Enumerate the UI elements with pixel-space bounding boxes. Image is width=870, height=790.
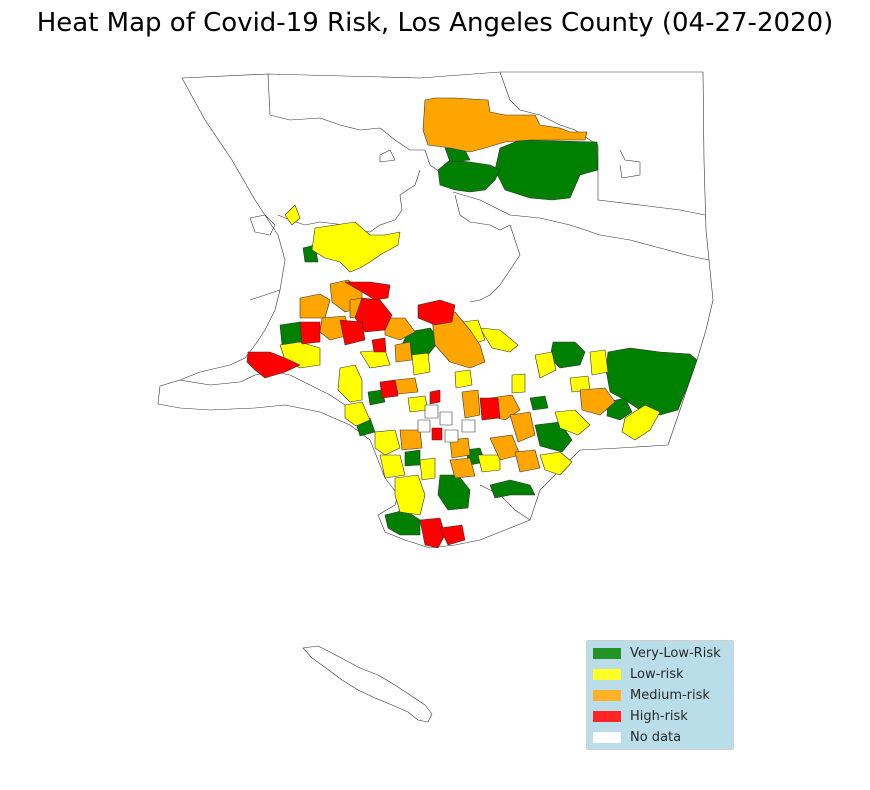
legend-swatch-low [593, 668, 621, 680]
region-low [337, 364, 363, 403]
region-very-low [494, 139, 599, 201]
region-high [246, 351, 301, 379]
boundary-line [452, 191, 710, 261]
region-low [554, 409, 591, 436]
boundary-line [597, 145, 706, 216]
legend-item-no-data: No data [593, 729, 681, 745]
region-medium [461, 389, 481, 419]
boundary-line [479, 484, 531, 521]
boundary-line [249, 289, 281, 301]
legend-swatch-medium [593, 689, 621, 701]
region-no-data [444, 429, 459, 443]
region-medium [509, 411, 536, 443]
boundary-line [379, 149, 396, 163]
region-low [621, 404, 661, 441]
region-very-low [605, 347, 698, 416]
region-medium [394, 341, 413, 363]
region-low [454, 369, 473, 389]
region-no-data [417, 419, 431, 433]
region-high [439, 524, 466, 546]
legend-item-high: High-risk [593, 708, 688, 724]
boundary-line [179, 371, 356, 416]
region-high [379, 379, 399, 399]
region-high [479, 397, 501, 421]
region-low [411, 352, 431, 376]
region-low [479, 327, 519, 353]
legend-item-very-low: Very-Low-Risk [593, 645, 721, 661]
region-low [379, 454, 406, 479]
region-low [284, 204, 301, 226]
region-very-low [367, 389, 386, 406]
boundary-line [499, 71, 599, 146]
region-very-low [489, 479, 536, 499]
region-no-data [424, 404, 439, 419]
boundary-line [454, 194, 521, 303]
legend-swatch-high [593, 710, 621, 722]
region-medium [449, 437, 471, 459]
region-high [344, 281, 391, 301]
map-title: Heat Map of Covid-19 Risk, Los Angeles C… [36, 8, 834, 38]
legend-label-high: High-risk [630, 708, 688, 724]
boundary-line [619, 149, 641, 179]
region-high [371, 337, 387, 353]
legend: Very-Low-Risk Low-risk Medium-risk High-… [586, 640, 734, 750]
region-high [431, 427, 443, 441]
legend-swatch-no-data [593, 731, 621, 743]
region-low [311, 221, 401, 273]
region-medium [579, 387, 616, 416]
region-low [589, 349, 609, 376]
legend-label-low: Low-risk [630, 666, 684, 682]
region-low [374, 429, 401, 456]
region-no-data [461, 419, 476, 433]
region-medium [422, 97, 588, 153]
legend-label-medium: Medium-risk [630, 687, 710, 703]
boundary-line [249, 214, 276, 236]
region-low [534, 351, 557, 379]
region-low [511, 373, 526, 394]
region-very-low [279, 321, 303, 346]
region-high [299, 321, 321, 345]
region-low [394, 474, 426, 516]
region-medium [394, 377, 419, 395]
catalina-island [302, 645, 433, 723]
region-very-low [437, 159, 501, 193]
region-medium [514, 449, 541, 473]
region-medium [449, 457, 476, 479]
region-medium [384, 317, 416, 341]
legend-label-very-low: Very-Low-Risk [630, 645, 721, 661]
region-very-low [534, 421, 573, 453]
region-high [417, 299, 456, 326]
region-medium [299, 293, 331, 319]
boundary-line [267, 73, 441, 173]
legend-label-no-data: No data [630, 729, 682, 745]
legend-item-medium: Medium-risk [593, 687, 710, 703]
region-medium [431, 311, 486, 369]
region-low [419, 457, 436, 481]
region-very-low [404, 449, 421, 467]
region-medium [399, 429, 423, 451]
region-no-data [439, 411, 453, 426]
region-high [354, 297, 393, 333]
region-high [429, 389, 441, 405]
region-high [419, 517, 446, 549]
legend-swatch-very-low [593, 647, 621, 659]
region-low [539, 451, 573, 476]
region-low [344, 401, 371, 427]
legend-item-low: Low-risk [593, 666, 684, 682]
region-high [339, 319, 366, 346]
boundary-line [277, 169, 421, 233]
region-very-low [529, 395, 549, 411]
region-low [477, 454, 501, 473]
